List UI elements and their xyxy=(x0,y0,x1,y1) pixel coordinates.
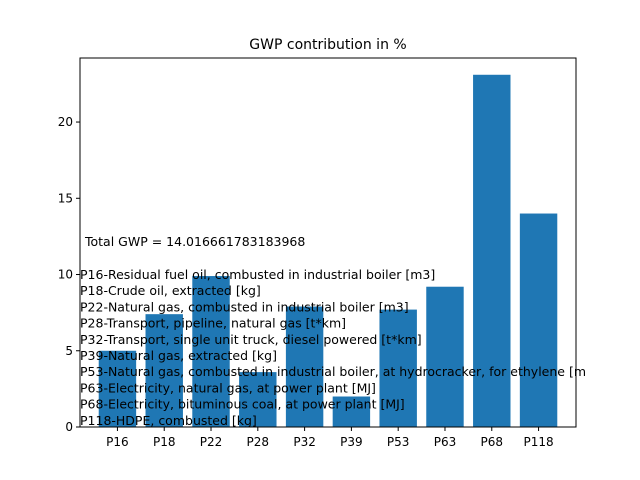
x-axis: P16 P18 P22 P28 P32 P39 P53 P63 P68 P118 xyxy=(106,427,554,449)
y-tick-label-5: 5 xyxy=(65,344,73,358)
x-tick-label-p53: P53 xyxy=(387,435,410,449)
bar-p63 xyxy=(426,286,464,427)
process-legend-line: P39-Natural gas, extracted [kg] xyxy=(80,348,277,363)
process-legend-line: P22-Natural gas, combusted in industrial… xyxy=(80,299,409,314)
process-legend-line: P63-Electricity, natural gas, at power p… xyxy=(80,380,376,395)
x-tick-label-p118: P118 xyxy=(523,435,553,449)
y-tick-label-0: 0 xyxy=(65,420,73,434)
bar-p39 xyxy=(332,396,371,427)
total-gwp-annotation: Total GWP = 14.016661783183968 xyxy=(84,234,305,249)
process-legend-line: P18-Crude oil, extracted [kg] xyxy=(80,283,261,298)
x-tick-label-p39: P39 xyxy=(340,435,363,449)
bars-layer xyxy=(98,74,558,428)
process-legend-line: P16-Residual fuel oil, combusted in indu… xyxy=(80,267,435,282)
y-tick-label-15: 15 xyxy=(58,191,73,205)
x-tick-label-p32: P32 xyxy=(293,435,316,449)
y-axis: 0 5 10 15 20 xyxy=(58,115,80,434)
bar-p22 xyxy=(192,276,230,427)
bar-p32 xyxy=(285,306,324,427)
process-legend-line: P68-Electricity, bituminous coal, at pow… xyxy=(80,397,405,412)
x-tick-label-p16: P16 xyxy=(106,435,129,449)
process-legend-line: P28-Transport, pipeline, natural gas [t*… xyxy=(80,316,346,331)
bar-p68 xyxy=(473,74,511,428)
chart-title: GWP contribution in % xyxy=(249,37,406,53)
process-legend-line: P32-Transport, single unit truck, diesel… xyxy=(80,332,422,347)
x-tick-label-p68: P68 xyxy=(481,435,504,449)
process-legend-line: P118-HDPE, combusted [kg] xyxy=(80,413,257,428)
plot-frame xyxy=(79,57,577,428)
y-tick-label-20: 20 xyxy=(58,115,73,129)
bar-p16 xyxy=(98,350,137,427)
bar-p18 xyxy=(145,314,183,427)
bar-p53 xyxy=(379,309,417,427)
x-tick-label-p63: P63 xyxy=(434,435,457,449)
x-tick-label-p22: P22 xyxy=(200,435,223,449)
x-tick-label-p18: P18 xyxy=(153,435,176,449)
x-tick-label-p28: P28 xyxy=(247,435,270,449)
process-legend-line: P53-Natural gas, combusted in industrial… xyxy=(80,364,586,379)
annotations: Total GWP = 14.016661783183968 P16-Resid… xyxy=(80,234,586,428)
bar-p28 xyxy=(239,372,277,427)
bar-p118 xyxy=(519,213,558,427)
y-tick-label-10: 10 xyxy=(58,268,73,282)
